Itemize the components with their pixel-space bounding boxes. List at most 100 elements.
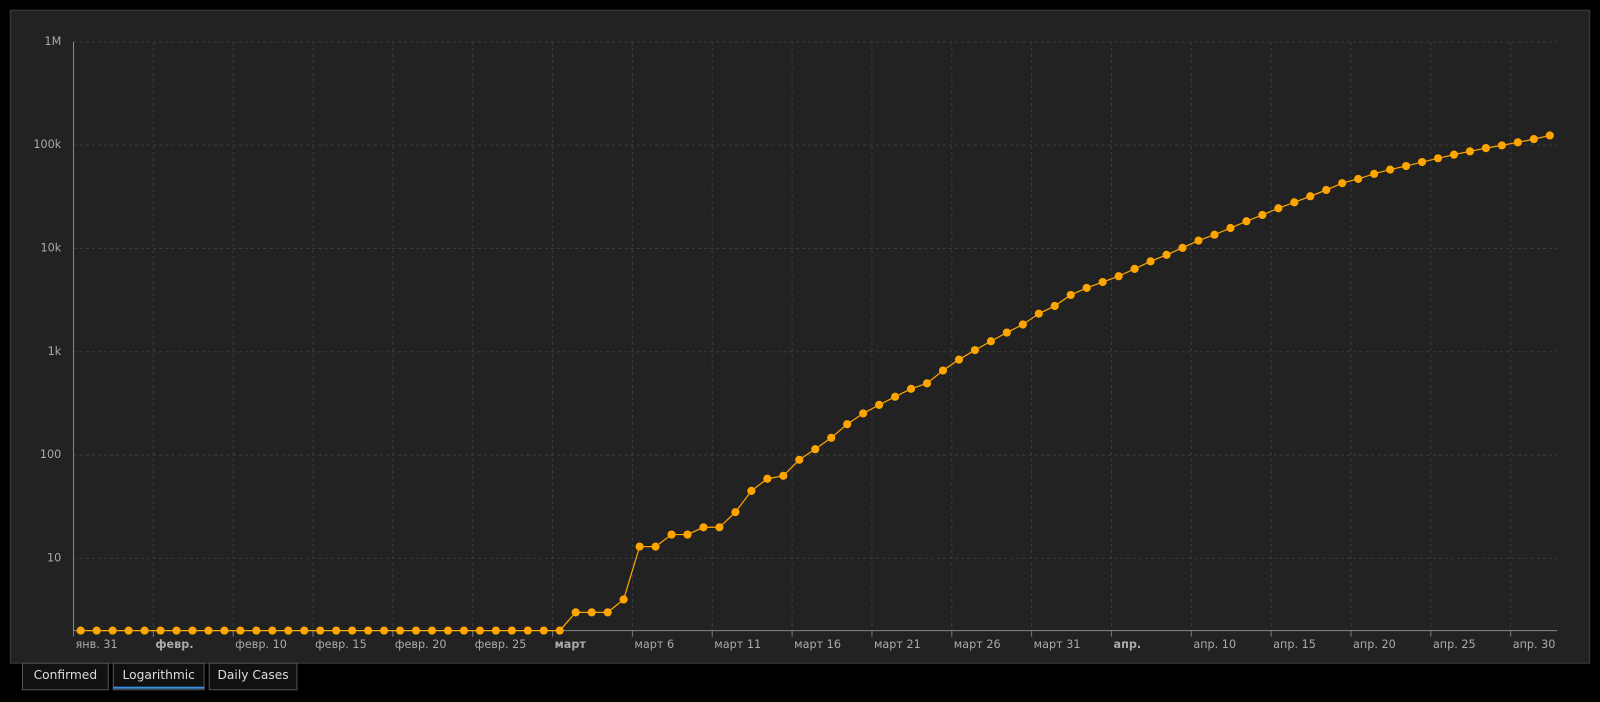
tab-background (21, 662, 109, 691)
x-tick-label: март 16 (794, 638, 841, 651)
x-tick-label: февр. 20 (395, 638, 447, 651)
x-tick-label: март 11 (714, 638, 761, 651)
data-point (1481, 144, 1491, 153)
data-point (395, 626, 405, 635)
data-point (875, 400, 884, 409)
data-point (1545, 131, 1554, 140)
tab-button[interactable]: Daily Cases (208, 662, 298, 691)
data-point (459, 626, 469, 635)
data-point (1082, 283, 1091, 292)
data-point (443, 626, 453, 635)
data-point (1449, 150, 1459, 159)
data-point (124, 626, 133, 635)
data-point (1146, 257, 1155, 266)
data-point (1386, 165, 1395, 174)
data-point (1034, 309, 1043, 318)
data-point (1401, 161, 1411, 171)
data-point (523, 626, 532, 635)
y-tick-label: 100 (40, 448, 61, 461)
data-point (76, 626, 85, 635)
data-point (731, 508, 740, 517)
x-tick-label: февр. (155, 638, 193, 651)
data-point (156, 626, 165, 635)
data-point (1354, 174, 1363, 183)
data-point (380, 626, 389, 635)
x-tick-label: апр. 30 (1513, 638, 1556, 651)
data-point (603, 608, 612, 617)
data-point (539, 626, 548, 635)
data-point (1194, 236, 1203, 245)
data-point (699, 523, 708, 532)
data-point (108, 626, 117, 635)
data-point (986, 337, 995, 346)
data-point (1066, 290, 1075, 300)
data-point (1242, 217, 1251, 226)
data-point (1114, 272, 1123, 281)
x-tick-label: апр. 10 (1193, 638, 1236, 651)
data-point (635, 542, 644, 551)
data-point (1322, 185, 1331, 195)
x-tick-label: февр. 15 (315, 638, 367, 651)
y-tick-label: 100k (33, 138, 61, 151)
y-tick-label: 10 (47, 551, 61, 564)
data-point (938, 366, 948, 375)
data-point (1513, 138, 1522, 147)
data-point (859, 409, 868, 418)
tab-button[interactable]: Confirmed (21, 662, 109, 691)
x-tick-label: март 31 (1034, 638, 1081, 651)
x-tick-label: апр. (1114, 638, 1142, 651)
data-point (970, 346, 980, 355)
x-tick-label: март (555, 638, 587, 651)
data-point (491, 626, 500, 635)
x-tick-label: апр. 15 (1273, 638, 1316, 651)
data-point (140, 626, 149, 635)
data-point (172, 626, 181, 635)
tab-label: Logarithmic (123, 668, 195, 682)
y-tick-label: 1k (48, 345, 62, 358)
data-point (906, 384, 916, 393)
data-point (348, 626, 357, 635)
data-point (1018, 320, 1027, 329)
x-tick-label: апр. 20 (1353, 638, 1396, 651)
data-point (1465, 147, 1475, 156)
x-tick-label: март 6 (634, 638, 674, 651)
data-point (1210, 230, 1219, 239)
data-point (1338, 179, 1347, 188)
data-point (364, 626, 373, 635)
data-point (954, 355, 964, 364)
data-point (1002, 328, 1011, 337)
x-tick-label: февр. 25 (475, 638, 527, 651)
tab-background (208, 662, 298, 691)
data-point (1098, 277, 1107, 287)
data-point (252, 626, 261, 635)
data-point (332, 626, 341, 635)
data-point (827, 433, 836, 442)
y-tick-label: 1M (44, 35, 61, 48)
data-point (651, 542, 660, 551)
data-point (1306, 192, 1315, 201)
x-tick-label: март 26 (954, 638, 1001, 651)
data-point (555, 626, 564, 635)
data-point (507, 626, 516, 635)
data-point (795, 455, 804, 464)
tab-background (112, 662, 205, 691)
data-point (922, 379, 932, 388)
tab-button[interactable]: Logarithmic (112, 662, 205, 691)
data-point (316, 626, 325, 635)
data-point (1290, 198, 1299, 207)
data-point (284, 626, 293, 635)
data-point (1274, 204, 1283, 213)
data-point (843, 420, 852, 429)
data-point (1130, 264, 1139, 273)
data-point (204, 626, 213, 635)
x-tick-label: март 21 (874, 638, 921, 651)
data-point (811, 445, 820, 454)
chart-panel (9, 9, 1591, 664)
data-point (475, 626, 484, 635)
data-point (619, 595, 628, 604)
data-point (1050, 301, 1059, 311)
data-point (1162, 250, 1171, 259)
data-point (1497, 141, 1506, 150)
